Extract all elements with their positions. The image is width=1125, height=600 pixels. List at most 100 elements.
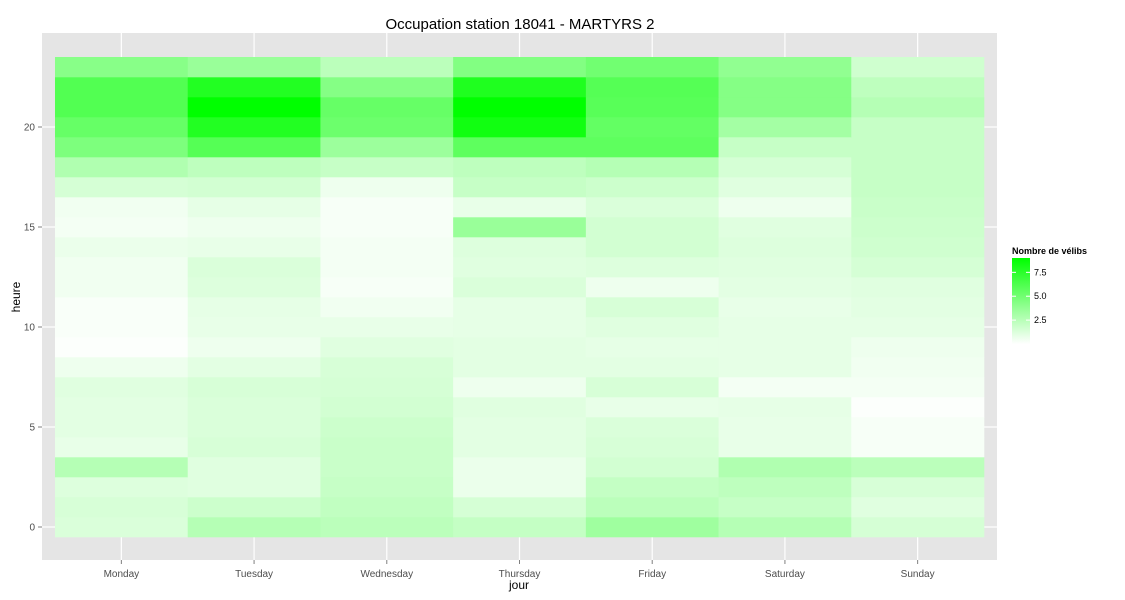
heatmap-cell <box>585 497 719 518</box>
heatmap-cell <box>55 117 189 138</box>
heatmap-cell <box>585 277 719 298</box>
heatmap-cell <box>718 397 852 418</box>
heatmap-cell <box>718 497 852 518</box>
heatmap-cell <box>453 497 587 518</box>
heatmap-cell <box>585 57 719 78</box>
heatmap-cell <box>851 57 985 78</box>
legend-title: Nombre de vélibs <box>1012 246 1087 256</box>
heatmap-cell <box>55 57 189 78</box>
y-axis-title: heure <box>9 281 23 312</box>
heatmap-cell <box>453 257 587 278</box>
heatmap-cell <box>585 457 719 478</box>
heatmap-cell <box>320 257 454 278</box>
heatmap-cell <box>453 157 587 178</box>
heatmap-cell <box>718 117 852 138</box>
heatmap-cell <box>187 297 321 318</box>
heatmap-cell <box>718 357 852 378</box>
heatmap-cell <box>453 357 587 378</box>
heatmap-cell <box>851 317 985 338</box>
heatmap-cell <box>453 417 587 438</box>
heatmap-cell <box>851 417 985 438</box>
heatmap-cell <box>320 97 454 118</box>
heatmap-cell <box>187 57 321 78</box>
heatmap-cell <box>851 137 985 158</box>
heatmap-cell <box>585 437 719 458</box>
heatmap-cell <box>187 317 321 338</box>
heatmap-cell <box>55 137 189 158</box>
heatmap-cell <box>187 137 321 158</box>
legend-tick-label: 5.0 <box>1034 291 1047 301</box>
heatmap-cell <box>320 517 454 538</box>
heatmap-cell <box>320 157 454 178</box>
x-tick-label: Sunday <box>901 569 935 580</box>
heatmap-cell <box>851 377 985 398</box>
heatmap-cell <box>320 57 454 78</box>
heatmap-cell <box>585 417 719 438</box>
heatmap-cell <box>55 377 189 398</box>
heatmap-cell <box>851 397 985 418</box>
heatmap-cell <box>585 117 719 138</box>
heatmap-cell <box>585 137 719 158</box>
heatmap-cell <box>320 317 454 338</box>
heatmap-cell <box>320 217 454 238</box>
heatmap-cell <box>453 437 587 458</box>
heatmap-cell <box>453 297 587 318</box>
x-tick-label: Tuesday <box>235 569 273 580</box>
heatmap-cell <box>55 197 189 218</box>
heatmap-cell <box>718 457 852 478</box>
heatmap-cell <box>55 237 189 258</box>
heatmap-cell <box>187 237 321 258</box>
legend-colorbar <box>1012 258 1030 344</box>
x-axis: Monday Tuesday Wednesday Thursday Friday Satu… <box>104 560 935 580</box>
heatmap-cell <box>718 217 852 238</box>
heatmap-cell <box>453 77 587 98</box>
heatmap-cell <box>453 397 587 418</box>
heatmap-cell <box>585 517 719 538</box>
heatmap-cell <box>851 197 985 218</box>
heatmap-cell <box>55 397 189 418</box>
heatmap-cell <box>585 197 719 218</box>
heatmap-cell <box>320 337 454 358</box>
heatmap-cell <box>453 277 587 298</box>
heatmap-cell <box>851 357 985 378</box>
heatmap-cell <box>718 257 852 278</box>
heatmap-cell <box>55 357 189 378</box>
heatmap-cell <box>851 117 985 138</box>
heatmap-cell <box>718 137 852 158</box>
heatmap-cell <box>851 497 985 518</box>
x-tick-label: Saturday <box>765 569 805 580</box>
heatmap-cell <box>851 277 985 298</box>
y-tick-label: 0 <box>29 523 35 534</box>
heatmap-cell <box>585 177 719 198</box>
heatmap-cell <box>585 377 719 398</box>
heatmap-cell <box>187 337 321 358</box>
heatmap-cell <box>55 277 189 298</box>
heatmap-cell <box>585 397 719 418</box>
heatmap-cell <box>585 217 719 238</box>
heatmap-cell <box>320 237 454 258</box>
heatmap-cell <box>320 417 454 438</box>
heatmap-cell <box>718 237 852 258</box>
heatmap-cell <box>851 517 985 538</box>
heatmap-cell <box>718 77 852 98</box>
y-tick-label: 10 <box>24 323 36 334</box>
heatmap-cell <box>320 197 454 218</box>
heatmap-cell <box>55 497 189 518</box>
heatmap-cell <box>718 437 852 458</box>
x-tick-label: Thursday <box>499 569 541 580</box>
heatmap-cell <box>55 157 189 178</box>
heatmap-cell <box>187 217 321 238</box>
heatmap-cell <box>718 317 852 338</box>
heatmap-cell <box>55 177 189 198</box>
heatmap-cell <box>585 237 719 258</box>
heatmap-cell <box>187 517 321 538</box>
heatmap-cell <box>55 417 189 438</box>
heatmap-cell <box>718 177 852 198</box>
heatmap-cell <box>320 297 454 318</box>
heatmap-cell <box>187 117 321 138</box>
y-tick-label: 20 <box>24 123 36 134</box>
heatmap-cell <box>718 297 852 318</box>
heatmap-cell <box>453 337 587 358</box>
y-tick-label: 15 <box>24 223 36 234</box>
heatmap-cell <box>320 397 454 418</box>
